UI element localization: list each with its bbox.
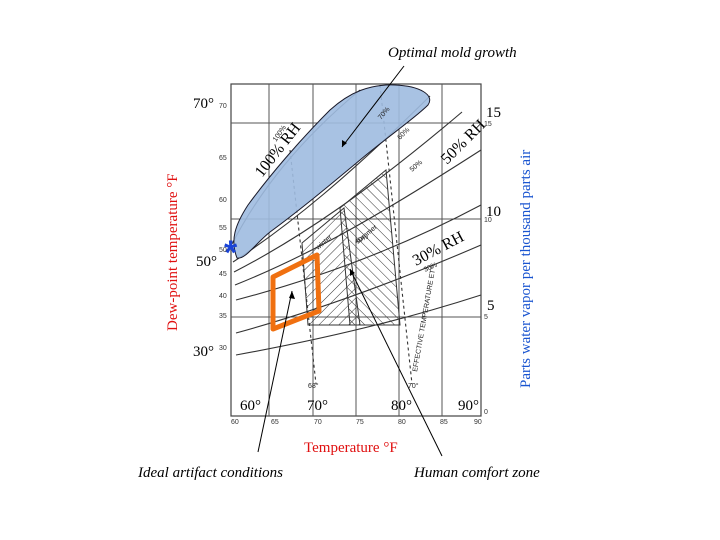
artifact-conditions-region [270, 252, 322, 332]
svg-text:90°: 90° [458, 398, 479, 414]
svg-text:90: 90 [474, 419, 482, 426]
svg-text:15: 15 [484, 121, 492, 128]
svg-text:70: 70 [219, 103, 227, 110]
mold-annotation: Optimal mold growth [388, 45, 517, 61]
svg-text:10: 10 [484, 217, 492, 224]
svg-text:50%: 50% [409, 159, 424, 173]
svg-text:5: 5 [484, 314, 488, 321]
y-left-ticks-small: 30 35 40 45 50 55 60 65 70 [219, 103, 227, 352]
svg-text:60: 60 [219, 197, 227, 204]
svg-text:15: 15 [486, 105, 501, 121]
comfort-zone-summer [339, 169, 401, 326]
svg-text:50: 50 [219, 247, 227, 254]
svg-text:50°: 50° [196, 254, 217, 270]
et-68-label: 68° [308, 382, 319, 390]
effective-temperature-label: EFFECTIVE TEMPERATURE ET* [412, 266, 437, 372]
svg-text:40: 40 [219, 293, 227, 300]
mold-growth-region [233, 84, 431, 259]
svg-text:85: 85 [440, 419, 448, 426]
svg-text:80: 80 [398, 419, 406, 426]
x-axis-title: Temperature °F [304, 440, 398, 456]
svg-text:30: 30 [219, 345, 227, 352]
svg-text:30°: 30° [193, 344, 214, 360]
svg-text:60°: 60° [240, 398, 261, 414]
svg-text:0: 0 [484, 409, 488, 416]
y-left-ticks-large: 30° 50° 70° [193, 96, 217, 360]
rh-50-label: 50% RH [438, 116, 490, 168]
x-ticks-large: 60° 70° 80° 90° [240, 398, 479, 414]
artifact-annotation: Ideal artifact conditions [137, 465, 283, 481]
annotation-arrows [257, 65, 443, 457]
svg-text:65: 65 [271, 419, 279, 426]
mold-marker-asterisk: * [224, 234, 238, 272]
y-right-ticks-large: 5 10 15 [486, 105, 501, 314]
svg-text:75: 75 [356, 419, 364, 426]
svg-text:70: 70 [314, 419, 322, 426]
y-right-ticks-small: 0 5 10 15 [484, 121, 492, 416]
annotation-arrowheads [289, 140, 355, 299]
svg-text:35: 35 [219, 313, 227, 320]
svg-text:60: 60 [231, 419, 239, 426]
rh-curve-20 [235, 294, 482, 356]
y-axis-left-title: Dew-point temperature °F [165, 173, 181, 331]
comfort-annotation: Human comfort zone [413, 465, 540, 481]
svg-text:5: 5 [487, 298, 495, 314]
rh-curve-60 [233, 111, 463, 273]
svg-text:10: 10 [486, 204, 501, 220]
y-axis-right-title: Parts water vapor per thousand parts air [518, 150, 534, 388]
x-ticks-small: 60 65 70 75 80 85 90 [231, 419, 482, 426]
svg-text:55: 55 [219, 225, 227, 232]
svg-text:70°: 70° [193, 96, 214, 112]
svg-text:70°: 70° [307, 398, 328, 414]
et-70-label: 70° [408, 382, 419, 390]
svg-text:80°: 80° [391, 398, 412, 414]
svg-text:65: 65 [219, 155, 227, 162]
svg-text:45: 45 [219, 271, 227, 278]
